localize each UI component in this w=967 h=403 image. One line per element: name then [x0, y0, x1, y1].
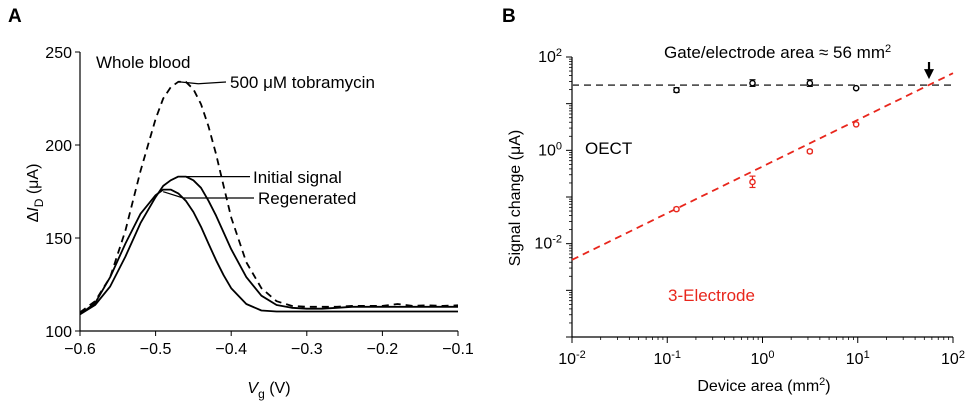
oect-point-0 — [673, 86, 680, 94]
panel-a-y-tick-label: 150 — [45, 231, 72, 248]
panel-a-leader-lines — [162, 81, 254, 199]
leader-regenerated — [162, 191, 254, 199]
three-electrode-fit-line — [571, 72, 954, 261]
panel-b-axes: 10-2 100 102 10-2 10-1 100 101 102 — [534, 47, 965, 368]
three-electrode-point-2 — [806, 148, 814, 155]
x-label-v: V — [247, 380, 259, 397]
annotation-gate-area-text: Gate/electrode area ≈ 56 mm — [664, 43, 885, 62]
oect-point-1 — [749, 79, 756, 87]
panel-b-x-tick-label: 100 — [751, 349, 775, 368]
series-line-2 — [79, 188, 458, 316]
panel-a-x-tick-label: −0.4 — [215, 341, 247, 358]
panel-b-x-label-text: Device area (mm — [697, 378, 819, 395]
three-electrode-point-0 — [673, 205, 680, 213]
panel-b: B 10-2 100 102 10-2 10-1 100 101 102 Gate/elect… — [502, 6, 965, 395]
panel-a-y-axis-label: ΔID (μA) — [25, 164, 46, 223]
y-label-d: D — [32, 198, 46, 207]
panel-b-x-tick-label: 10-1 — [653, 349, 681, 368]
panel-b-x-tick-label: 10-2 — [558, 349, 586, 368]
panel-b-fit-lines — [571, 72, 954, 261]
panel-b-y-tick-label: 102 — [538, 47, 562, 66]
annotation-gate-area-sup: 2 — [885, 43, 891, 55]
panel-a: A 100 150 200 250 −0.6 −0.5 −0.4 −0.3 −0.2 −0.1 W… — [8, 6, 474, 401]
panel-b-label: B — [502, 6, 516, 27]
panel-b-x-axis-label: Device area (mm2) — [697, 376, 830, 395]
panel-a-y-tick-label: 100 — [45, 324, 72, 341]
panel-a-y-tick-label: 200 — [45, 138, 72, 155]
three-electrode-point-1 — [749, 178, 756, 186]
panel-a-x-tick-label: −0.2 — [367, 341, 399, 358]
panel-a-label: A — [8, 6, 22, 27]
panel-a-axes: 100 150 200 250 −0.6 −0.5 −0.4 −0.3 −0.2 −0.1 — [45, 45, 474, 358]
panel-a-series — [79, 80, 459, 316]
panel-a-x-axis-label: Vg (V) — [247, 380, 290, 401]
annotation-arrow — [924, 62, 935, 80]
panel-b-points — [673, 79, 860, 213]
panel-a-x-tick-label: −0.6 — [64, 341, 96, 358]
label-initial-signal: Initial signal — [253, 168, 342, 187]
x-label-unit: (V) — [265, 380, 291, 397]
label-500um-tobramycin: 500 μM tobramycin — [230, 73, 375, 92]
series-line-1 — [79, 175, 458, 316]
label-regenerated: Regenerated — [258, 189, 356, 208]
annotation-whole-blood: Whole blood — [96, 53, 191, 72]
legend-3-electrode: 3-Electrode — [668, 286, 755, 305]
leader-tobramycin — [178, 81, 227, 85]
x-label-g: g — [258, 387, 265, 401]
arrow-head — [924, 69, 935, 80]
y-label-unit: (μA) — [25, 164, 42, 199]
oect-point-3 — [852, 84, 860, 92]
panel-a-x-tick-label: −0.1 — [442, 341, 474, 358]
panel-b-x-label-sup: 2 — [819, 376, 825, 388]
annotation-gate-area: Gate/electrode area ≈ 56 mm2 — [664, 43, 891, 62]
panel-a-x-tick-label: −0.3 — [291, 341, 323, 358]
panel-b-x-label-close: ) — [825, 378, 830, 395]
panel-a-x-tick-label: −0.5 — [140, 341, 172, 358]
panel-b-y-axis-label: Signal change (μA) — [507, 130, 524, 266]
panel-b-y-tick-label: 10-2 — [534, 234, 562, 253]
panel-b-x-tick-label: 101 — [846, 349, 870, 368]
y-label-i: I — [25, 207, 42, 212]
panel-a-y-tick-label: 250 — [45, 45, 72, 62]
legend-oect: OECT — [585, 139, 632, 158]
y-label-delta: Δ — [25, 211, 42, 222]
oect-point-2 — [806, 79, 814, 87]
panel-b-x-tick-label: 102 — [941, 349, 965, 368]
three-electrode-point-3 — [852, 121, 860, 128]
panel-b-y-tick-label: 100 — [538, 140, 562, 159]
